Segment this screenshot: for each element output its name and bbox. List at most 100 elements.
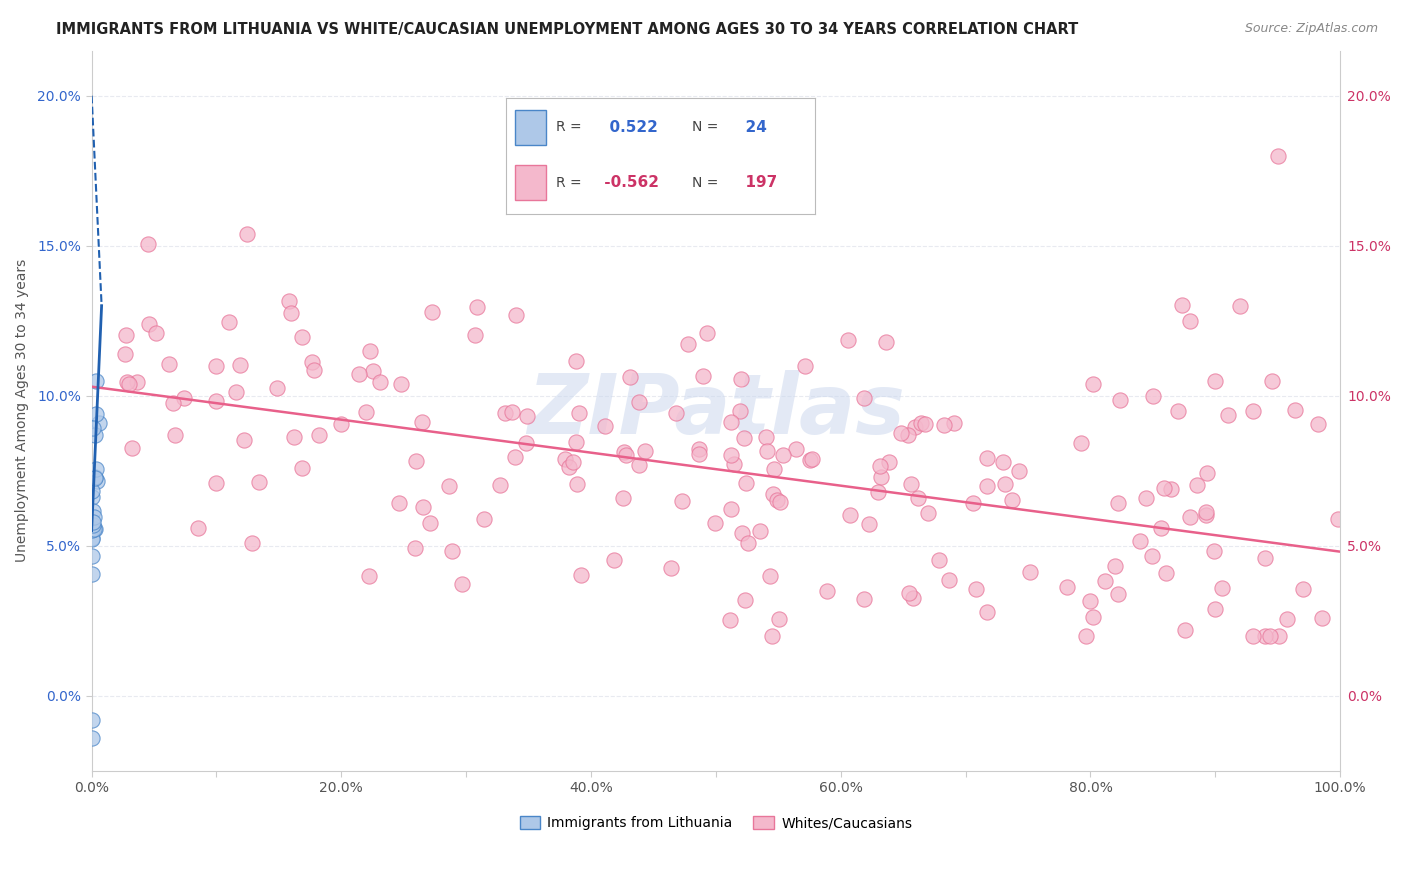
Point: [439, 479, 461, 493]
Text: 24: 24: [735, 120, 766, 135]
Point: [368, 376, 391, 390]
Point: [494, 406, 516, 420]
Point: [404, 541, 426, 555]
Point: [84, 471, 107, 485]
Point: [554, 452, 576, 467]
Point: [115, 327, 138, 342]
Point: [441, 544, 464, 558]
Point: [388, 496, 411, 510]
Point: [901, 591, 924, 605]
Point: [1083, 610, 1105, 624]
Point: [121, 441, 143, 455]
Point: [688, 442, 710, 456]
Point: [567, 476, 589, 491]
Point: [993, 455, 1015, 469]
Point: [138, 317, 160, 331]
Point: [1156, 566, 1178, 580]
Point: [291, 330, 314, 344]
Text: R =: R =: [555, 176, 581, 190]
Point: [692, 368, 714, 383]
Point: [501, 405, 523, 419]
Point: [799, 453, 821, 467]
Point: [1229, 299, 1251, 313]
Point: [839, 508, 862, 523]
Point: [728, 403, 751, 417]
Point: [83, 510, 105, 524]
Point: [1195, 508, 1218, 522]
Point: [357, 569, 380, 583]
Text: N =: N =: [692, 176, 718, 190]
Point: [225, 384, 247, 399]
Point: [359, 343, 381, 358]
Point: [115, 375, 138, 389]
Point: [82, 531, 104, 545]
Point: [734, 592, 756, 607]
Point: [516, 409, 538, 423]
Point: [1202, 544, 1225, 558]
Point: [82, 517, 104, 532]
Point: [84, 407, 107, 421]
Point: [1310, 611, 1333, 625]
Point: [1135, 491, 1157, 505]
Point: [965, 582, 987, 596]
Point: [84, 470, 107, 484]
Legend: Immigrants from Lithuania, Whites/Caucasians: Immigrants from Lithuania, Whites/Caucas…: [515, 811, 918, 836]
Point: [1178, 510, 1201, 524]
Point: [363, 364, 385, 378]
Point: [240, 535, 263, 549]
Point: [890, 425, 912, 440]
Point: [735, 476, 758, 491]
Point: [291, 461, 314, 475]
Point: [900, 477, 922, 491]
Point: [1326, 512, 1348, 526]
Point: [1180, 313, 1202, 327]
Point: [233, 433, 256, 447]
Point: [737, 535, 759, 549]
Point: [1149, 520, 1171, 534]
Point: [612, 491, 634, 505]
Point: [942, 417, 965, 431]
Point: [868, 484, 890, 499]
Point: [464, 328, 486, 343]
Text: ZIPatlas: ZIPatlas: [527, 370, 905, 451]
Point: [665, 406, 688, 420]
Point: [145, 326, 167, 340]
Point: [569, 568, 592, 582]
Text: -0.562: -0.562: [599, 175, 659, 190]
Point: [755, 443, 778, 458]
Point: [308, 428, 330, 442]
Point: [266, 381, 288, 395]
Point: [82, 533, 104, 547]
Point: [1019, 565, 1042, 579]
Point: [671, 494, 693, 508]
Point: [412, 500, 434, 515]
Point: [1129, 533, 1152, 548]
Point: [247, 475, 270, 490]
Point: [1284, 403, 1306, 417]
Point: [157, 357, 180, 371]
Point: [917, 507, 939, 521]
Point: [205, 359, 228, 373]
Point: [1268, 629, 1291, 643]
Point: [1241, 629, 1264, 643]
Text: IMMIGRANTS FROM LITHUANIA VS WHITE/CAUCASIAN UNEMPLOYMENT AMONG AGES 30 TO 34 YE: IMMIGRANTS FROM LITHUANIA VS WHITE/CAUCA…: [56, 22, 1078, 37]
Point: [80, 490, 103, 504]
Point: [627, 395, 650, 409]
Point: [938, 573, 960, 587]
Point: [163, 428, 186, 442]
Point: [86, 475, 108, 489]
Point: [688, 447, 710, 461]
Point: [1260, 629, 1282, 643]
Point: [1104, 559, 1126, 574]
Point: [659, 561, 682, 575]
Point: [347, 368, 370, 382]
Bar: [516, 165, 547, 200]
Point: [1078, 593, 1101, 607]
Point: [815, 584, 838, 599]
Point: [761, 629, 783, 643]
Point: [749, 524, 772, 538]
Point: [853, 591, 876, 606]
Point: [1254, 551, 1277, 566]
Point: [1292, 582, 1315, 596]
Point: [1076, 629, 1098, 643]
